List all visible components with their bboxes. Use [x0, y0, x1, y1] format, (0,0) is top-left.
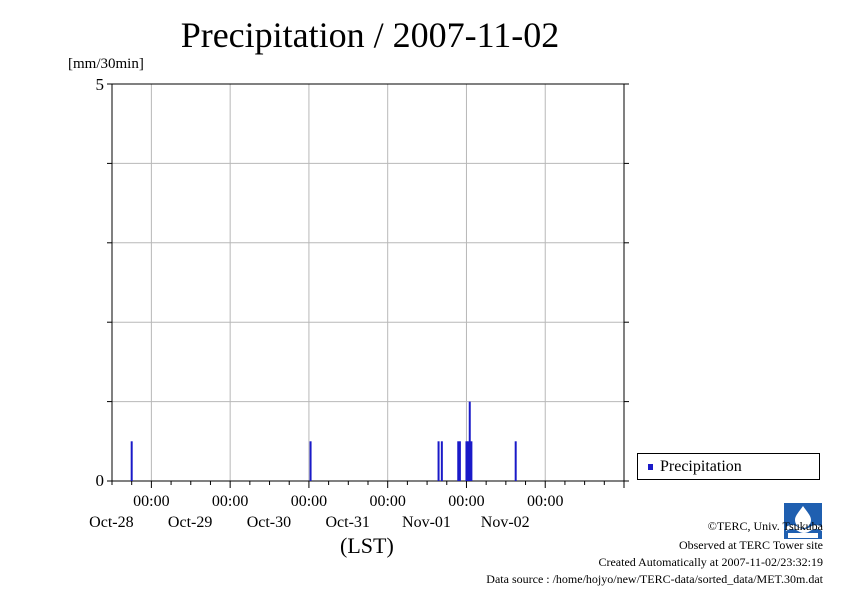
y-tick-label-zero: 0: [95, 471, 105, 490]
plot-frame: [111, 83, 625, 482]
legend-swatch: [648, 464, 653, 470]
x-tick-date-label: Oct-31: [325, 514, 369, 531]
precipitation-bar: [470, 441, 473, 481]
precipitation-bar: [457, 441, 460, 481]
x-tick-time-label: 00:00: [527, 493, 563, 510]
observed-at-text: Observed at TERC Tower site: [678, 538, 823, 552]
data-source-text: Data source : /home/hojyo/new/TERC-data/…: [486, 572, 823, 586]
x-tick-date-label: Oct-29: [168, 514, 212, 531]
x-tick-date-label: Oct-28: [89, 514, 133, 531]
chart-title: Precipitation / 2007-11-02: [180, 15, 560, 55]
x-tick-date-label: Nov-01: [402, 514, 451, 531]
x-tick-time-label: 00:00: [448, 493, 484, 510]
legend-label: Precipitation: [660, 458, 742, 475]
created-text: Created Automatically at 2007-11-02/23:3…: [598, 555, 823, 569]
precipitation-bar: [437, 441, 440, 481]
x-axis-label: (LST): [340, 533, 394, 558]
precipitation-bar: [465, 441, 468, 481]
precipitation-bar: [440, 441, 443, 481]
x-tick-time-label: 00:00: [291, 493, 327, 510]
x-tick-date-label: Oct-30: [247, 514, 291, 531]
terc-logo: [784, 503, 822, 539]
precipitation-bar: [514, 441, 517, 481]
x-tick-time-label: 00:00: [212, 493, 248, 510]
x-tick-time-label: 00:00: [133, 493, 169, 510]
y-axis-unit-label: [mm/30min]: [68, 56, 144, 72]
y-tick-label-max: 5: [95, 75, 105, 94]
x-tick-time-label: 00:00: [369, 493, 405, 510]
precipitation-bar: [467, 441, 470, 481]
copyright-text: ©TERC, Univ. Tsukuba: [707, 519, 823, 533]
precipitation-bar: [468, 401, 471, 481]
precipitation-bar: [130, 441, 133, 481]
x-tick-date-label: Nov-02: [481, 514, 530, 531]
precipitation-bar: [309, 441, 312, 481]
legend: Precipitation: [637, 453, 820, 480]
precipitation-bar: [458, 441, 461, 481]
